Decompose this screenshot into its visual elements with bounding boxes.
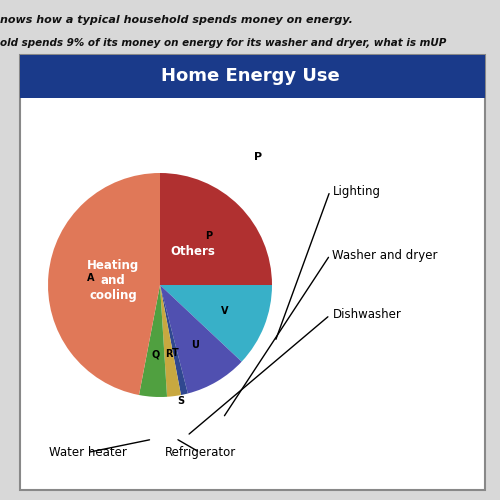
Wedge shape [160,285,242,394]
Text: nows how a typical household spends money on energy.: nows how a typical household spends mone… [0,15,353,25]
Text: Home Energy Use: Home Energy Use [160,67,340,85]
Text: S: S [178,396,184,406]
Wedge shape [160,285,272,362]
Text: Heating
and
cooling: Heating and cooling [87,259,140,302]
Text: V: V [221,306,228,316]
Wedge shape [160,285,188,395]
Wedge shape [160,173,272,285]
Text: T: T [172,348,178,358]
Text: R: R [165,349,172,359]
Wedge shape [160,285,181,397]
Text: old spends 9% of its money on energy for its washer and dryer, what is mUP: old spends 9% of its money on energy for… [0,38,446,48]
Text: P: P [206,231,212,241]
Text: Water heater: Water heater [48,446,126,459]
Text: Lighting: Lighting [332,184,380,198]
FancyBboxPatch shape [20,55,485,490]
Wedge shape [48,173,160,395]
FancyBboxPatch shape [20,55,485,98]
Text: Dishwasher: Dishwasher [332,308,402,322]
Text: A: A [87,274,94,283]
Text: Others: Others [171,245,216,258]
Text: Q: Q [152,350,160,360]
Text: P: P [254,152,262,162]
Text: U: U [192,340,200,350]
Wedge shape [139,285,167,397]
Text: Washer and dryer: Washer and dryer [332,248,438,262]
Text: Refrigerator: Refrigerator [164,446,236,459]
